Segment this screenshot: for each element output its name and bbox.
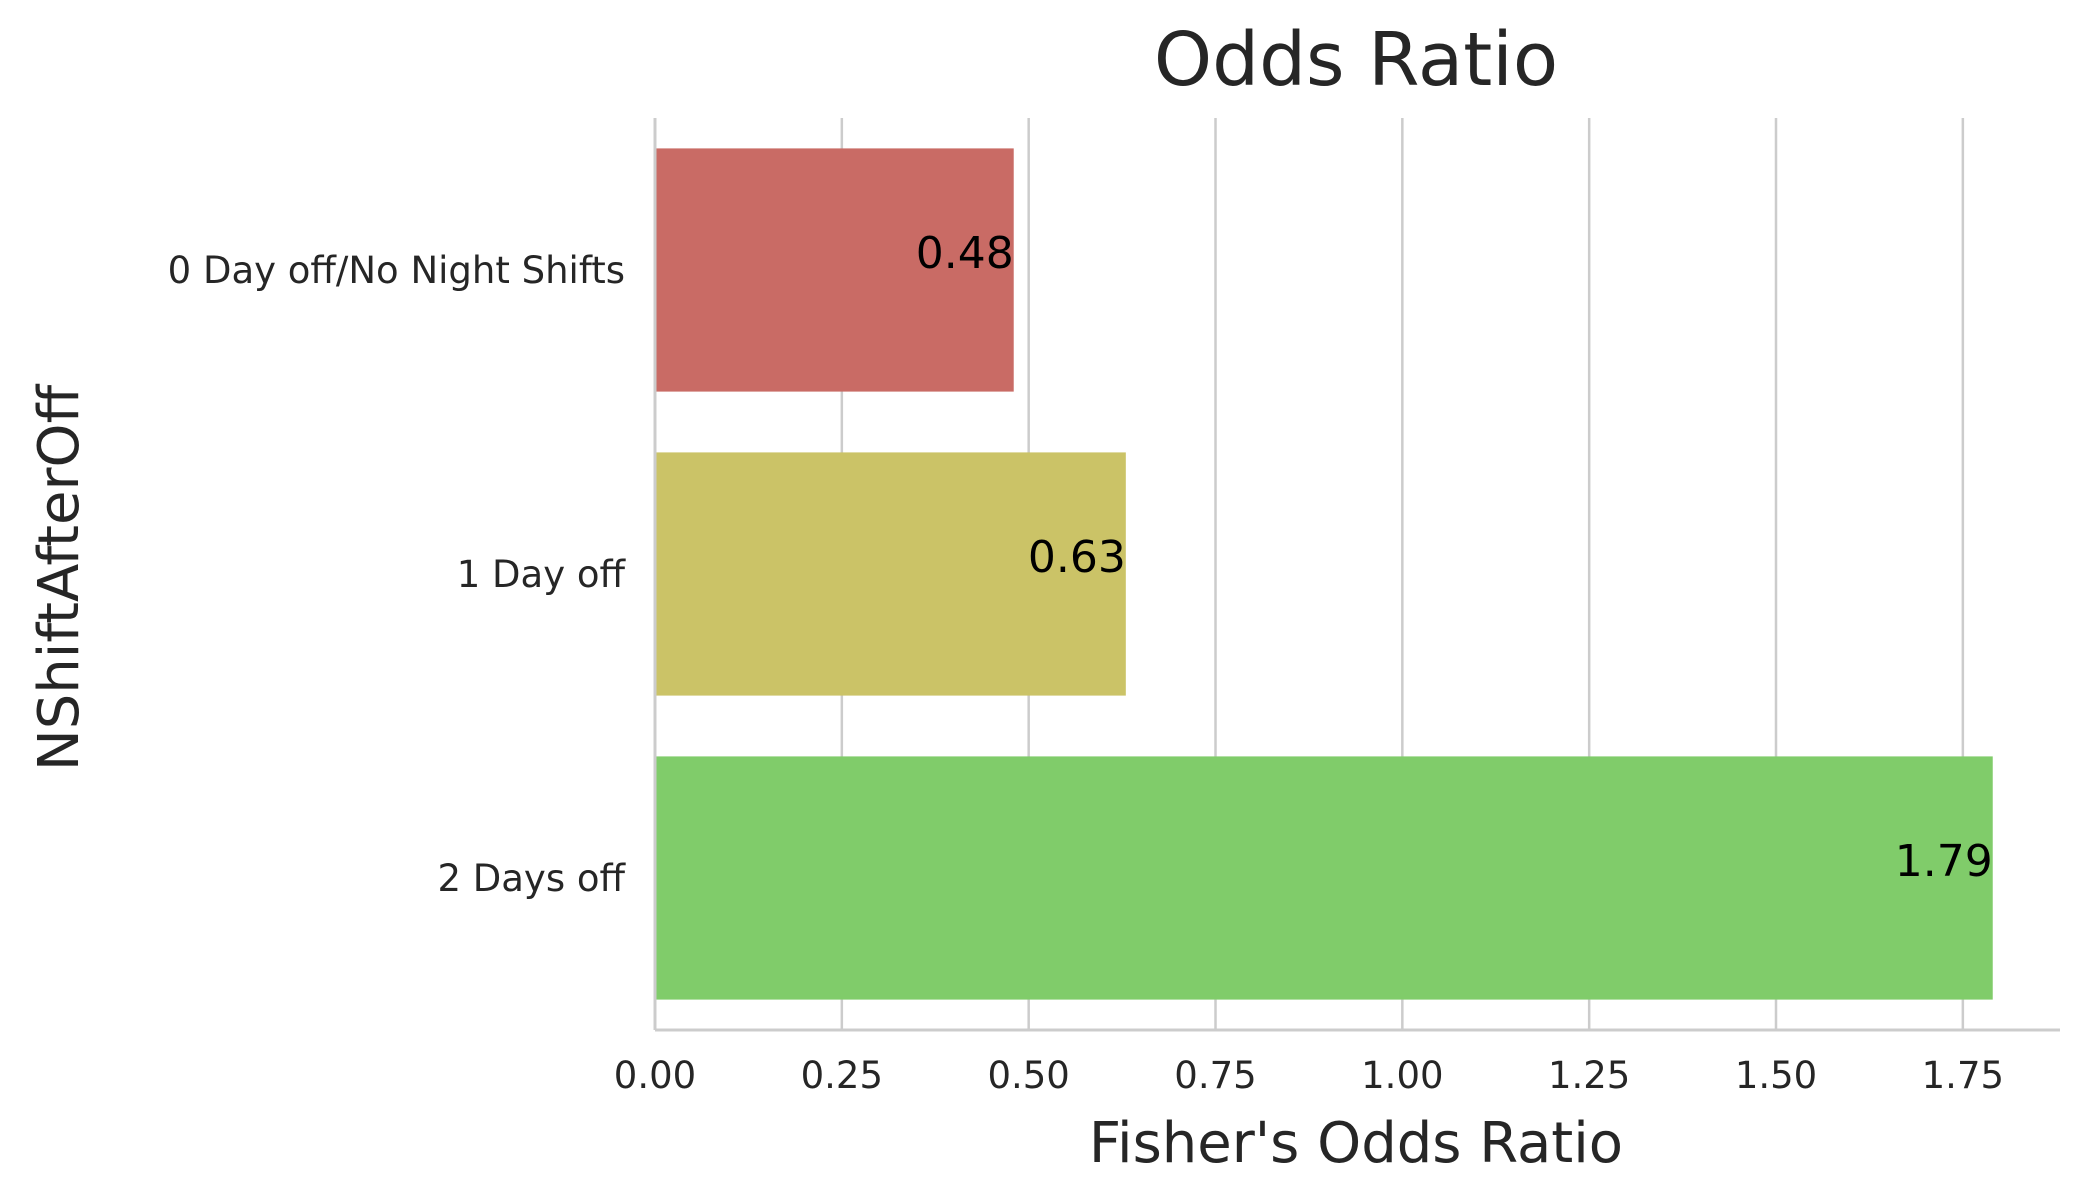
data-labels: 0.48 0.63 1.79 — [916, 228, 1993, 887]
y-tick-label: 2 Days off — [437, 857, 626, 900]
x-tick-label: 1.25 — [1548, 1054, 1630, 1097]
x-tick-label: 1.50 — [1735, 1054, 1817, 1097]
data-label: 1.79 — [1895, 836, 1993, 887]
x-tick-label: 1.75 — [1922, 1054, 2004, 1097]
y-tick-label: 0 Day off/No Night Shifts — [168, 249, 625, 292]
y-axis-label: NShiftAfterOff — [27, 383, 92, 771]
data-label: 0.48 — [916, 228, 1014, 279]
axes — [653, 118, 2060, 1032]
x-tick-label: 1.00 — [1361, 1054, 1443, 1097]
bar — [655, 756, 1993, 1000]
chart-title: Odds Ratio — [1154, 17, 1558, 103]
x-tick-label: 0.50 — [987, 1054, 1069, 1097]
tick-labels: 0.00 0.25 0.50 0.75 1.00 1.25 1.50 1.75 0 Day of… — [168, 249, 2004, 1097]
bar — [655, 148, 1014, 392]
y-tick-label: 1 Day off — [457, 553, 627, 596]
x-tick-label: 0.25 — [801, 1054, 883, 1097]
x-tick-label: 0.00 — [614, 1054, 696, 1097]
data-label: 0.63 — [1028, 532, 1126, 583]
x-tick-label: 0.75 — [1174, 1054, 1256, 1097]
x-axis-label: Fisher's Odds Ratio — [1089, 1111, 1623, 1176]
bar — [655, 452, 1126, 696]
bars — [655, 148, 1993, 1000]
